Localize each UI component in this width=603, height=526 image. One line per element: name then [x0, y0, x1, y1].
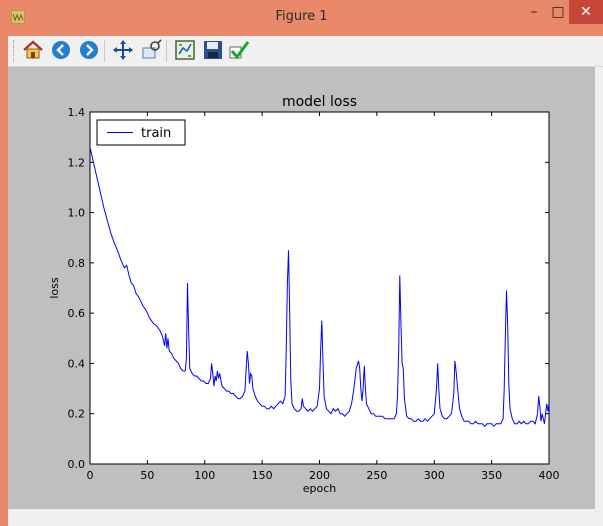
- y-tick-label: 1.4: [68, 106, 86, 119]
- x-tick-label: 50: [140, 469, 154, 482]
- axes-background: [89, 111, 550, 465]
- x-tick-label: 150: [252, 469, 273, 482]
- chart-title: model loss: [282, 94, 357, 110]
- x-tick-label: 100: [194, 469, 215, 482]
- figure-window-body: model loss 0 50 100 150 200 250 300 350 400 0.0 0.2…: [8, 36, 603, 526]
- zoom-rect-icon: [142, 39, 162, 59]
- close-button[interactable]: ✕: [569, 0, 603, 24]
- series-line-train: [89, 147, 550, 428]
- toolbar-separator: [104, 40, 105, 62]
- home-icon: [23, 40, 43, 59]
- floppy-disk-icon: [204, 41, 222, 59]
- status-bar: [8, 509, 603, 526]
- y-tick-label: 0.6: [68, 307, 86, 320]
- arrow-left-icon: [52, 41, 70, 59]
- toolbar-grip: [13, 40, 17, 62]
- legend-label: train: [141, 126, 171, 141]
- zoom-button[interactable]: [140, 39, 162, 61]
- y-tick-label: 0.4: [68, 357, 86, 370]
- edit-parameters-button[interactable]: [228, 39, 250, 61]
- x-tick-label: 250: [366, 469, 387, 482]
- x-axis-label: epoch: [303, 482, 337, 495]
- y-axis-label: loss: [48, 277, 61, 299]
- x-tick-label: 200: [309, 469, 330, 482]
- app-icon: [11, 10, 25, 24]
- y-tick-label: 1.2: [68, 156, 86, 169]
- toolbar-separator: [166, 40, 167, 62]
- move-icon: [113, 40, 133, 60]
- navigation-toolbar: [8, 36, 603, 67]
- back-button[interactable]: [50, 39, 72, 61]
- configure-subplots-button[interactable]: [174, 39, 196, 61]
- figure-canvas[interactable]: model loss 0 50 100 150 200 250 300 350 400 0.0 0.2…: [8, 67, 595, 509]
- x-tick-label: 300: [424, 469, 445, 482]
- y-tick-label: 1.0: [68, 207, 86, 220]
- y-tick-label: 0.8: [68, 257, 86, 270]
- checkmark-icon: [229, 41, 250, 60]
- y-tick-label: 0.2: [68, 408, 86, 421]
- maximize-button[interactable]: □: [551, 4, 565, 20]
- minimize-button[interactable]: –: [530, 4, 538, 20]
- window-titlebar: Figure 1 – □ ✕: [0, 0, 603, 36]
- subplots-icon: [175, 40, 195, 60]
- y-tick-label: 0.0: [68, 458, 86, 471]
- window-frame-edge: [595, 67, 603, 509]
- arrow-right-icon: [80, 41, 98, 59]
- x-tick-label: 350: [481, 469, 502, 482]
- forward-button[interactable]: [78, 39, 100, 61]
- x-tick-label: 0: [87, 469, 94, 482]
- home-button[interactable]: [22, 39, 44, 61]
- window-title: Figure 1: [275, 9, 328, 24]
- x-tick-label: 400: [539, 469, 560, 482]
- save-button[interactable]: [202, 39, 224, 61]
- pan-button[interactable]: [112, 39, 134, 61]
- plot-area: model loss 0 50 100 150 200 250 300 350 400 0.0 0.2…: [48, 94, 560, 495]
